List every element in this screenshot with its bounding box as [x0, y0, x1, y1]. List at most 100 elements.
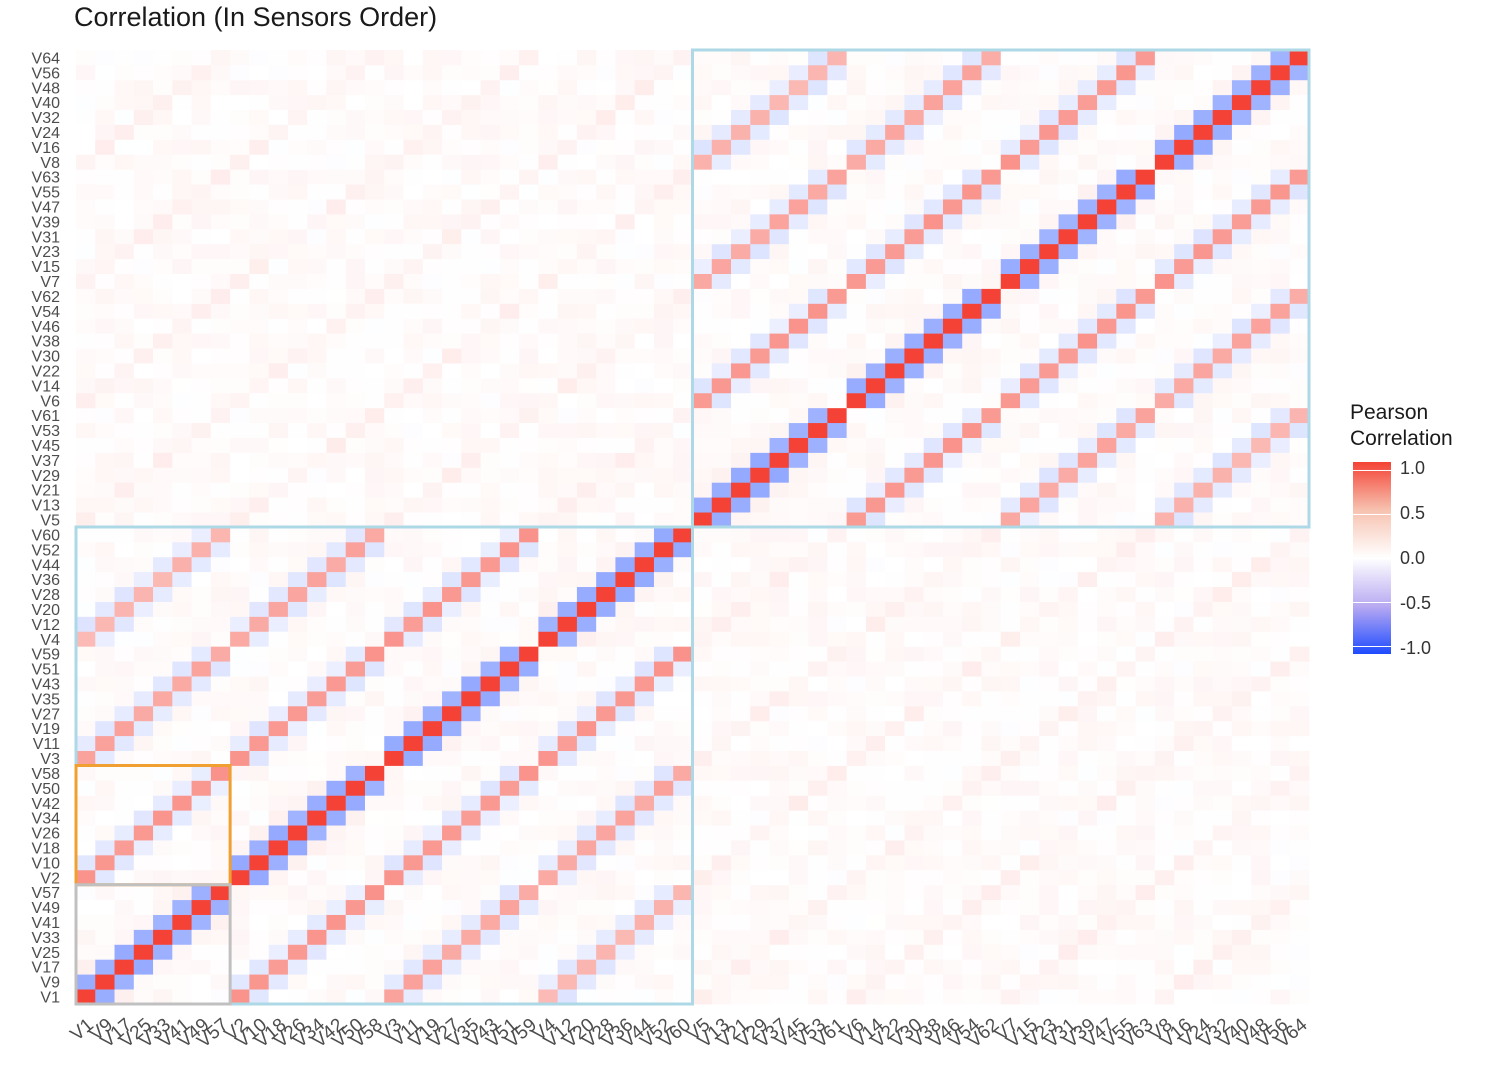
- heatmap-cell: [846, 601, 867, 617]
- heatmap-cell: [711, 601, 732, 617]
- heatmap-cell: [1289, 854, 1310, 871]
- heatmap-cell: [191, 124, 212, 140]
- heatmap-cell: [557, 735, 578, 751]
- heatmap-cell: [538, 50, 559, 66]
- heatmap-cell: [1135, 109, 1156, 125]
- heatmap-cell: [499, 959, 520, 975]
- heatmap-cell: [711, 169, 732, 185]
- heatmap-cell: [1058, 139, 1079, 155]
- heatmap-cell: [461, 735, 481, 751]
- heatmap-cell: [1270, 929, 1291, 945]
- heatmap-cell: [865, 556, 886, 573]
- heatmap-cell: [114, 705, 135, 722]
- heatmap-cell: [865, 482, 886, 498]
- heatmap-cell: [384, 243, 404, 260]
- heatmap-cell: [711, 109, 732, 125]
- heatmap-cell: [596, 944, 616, 960]
- heatmap-cell: [499, 50, 520, 66]
- heatmap-cell: [480, 780, 501, 796]
- heatmap-cell: [268, 616, 289, 632]
- heatmap-cell: [962, 810, 982, 826]
- heatmap-cell: [981, 869, 1002, 886]
- heatmap-cell: [1289, 735, 1310, 751]
- heatmap-cell: [384, 258, 404, 274]
- heatmap-cell: [962, 348, 982, 364]
- heatmap-cell: [731, 899, 751, 915]
- heatmap-cell: [1077, 154, 1098, 170]
- heatmap-cell: [1020, 959, 1040, 975]
- heatmap-cell: [364, 497, 385, 513]
- heatmap-cell: [1289, 497, 1310, 513]
- heatmap-cell: [499, 467, 520, 483]
- heatmap-cell: [384, 825, 404, 841]
- heatmap-cell: [461, 422, 481, 438]
- heatmap-cell: [210, 363, 231, 379]
- heatmap-cell: [904, 392, 925, 409]
- heatmap-cell: [576, 676, 597, 692]
- heatmap-cell: [634, 869, 655, 886]
- heatmap-cell: [95, 586, 115, 602]
- heatmap-cell: [1000, 154, 1021, 170]
- heatmap-cell: [384, 467, 404, 483]
- heatmap-cell: [384, 50, 404, 66]
- heatmap-cell: [1251, 482, 1271, 498]
- heatmap-cell: [923, 437, 944, 453]
- heatmap-cell: [499, 929, 520, 945]
- heatmap-cell: [1231, 825, 1252, 841]
- heatmap-cell: [1116, 139, 1137, 155]
- heatmap-cell: [576, 795, 597, 811]
- heatmap-cell: [692, 377, 713, 394]
- heatmap-cell: [1097, 840, 1117, 856]
- heatmap-cell: [403, 735, 424, 751]
- heatmap-cell: [364, 735, 385, 751]
- heatmap-cell: [653, 199, 674, 215]
- heatmap-cell: [576, 124, 597, 140]
- heatmap-cell: [1193, 959, 1214, 975]
- y-tick-label: V10: [32, 855, 61, 872]
- highlight-box-block-33-64: [691, 48, 1311, 529]
- heatmap-cell: [191, 854, 212, 871]
- heatmap-cell: [480, 333, 501, 349]
- heatmap-cell: [76, 124, 96, 140]
- heatmap-cell: [153, 541, 173, 558]
- heatmap-cell: [384, 705, 404, 722]
- heatmap-cell: [673, 303, 693, 319]
- heatmap-cell: [1231, 94, 1252, 111]
- heatmap-cell: [384, 869, 404, 886]
- heatmap-cell: [499, 392, 520, 409]
- heatmap-cell: [942, 422, 963, 438]
- heatmap-cell: [653, 914, 674, 930]
- heatmap-cell: [1020, 601, 1040, 617]
- heatmap-cell: [923, 169, 944, 185]
- heatmap-cell: [846, 437, 867, 453]
- heatmap-cell: [846, 780, 867, 796]
- heatmap-cell: [268, 586, 289, 602]
- heatmap-cell: [885, 929, 905, 945]
- heatmap-cell: [249, 363, 270, 379]
- heatmap-cell: [846, 541, 867, 558]
- heatmap-cell: [962, 213, 982, 230]
- heatmap-cell: [461, 661, 481, 677]
- heatmap-cell: [1077, 437, 1098, 453]
- heatmap-cell: [538, 303, 559, 319]
- heatmap-cell: [962, 989, 982, 1005]
- heatmap-cell: [653, 169, 674, 185]
- heatmap-cell: [1231, 944, 1252, 960]
- heatmap-cell: [172, 765, 192, 781]
- heatmap-cell: [249, 676, 270, 692]
- heatmap-cell: [576, 452, 597, 468]
- heatmap-cell: [345, 944, 366, 960]
- heatmap-cell: [596, 139, 616, 155]
- heatmap-cell: [191, 661, 212, 677]
- heatmap-cell: [480, 601, 501, 617]
- heatmap-cell: [673, 944, 693, 960]
- heatmap-cell: [942, 780, 963, 796]
- heatmap-cell: [230, 109, 250, 125]
- heatmap-cell: [788, 631, 809, 647]
- heatmap-cell: [942, 199, 963, 215]
- heatmap-cell: [808, 213, 828, 230]
- heatmap-cell: [962, 392, 982, 409]
- heatmap-cell: [1058, 571, 1079, 588]
- heatmap-cell: [865, 780, 886, 796]
- heatmap-cell: [750, 854, 770, 871]
